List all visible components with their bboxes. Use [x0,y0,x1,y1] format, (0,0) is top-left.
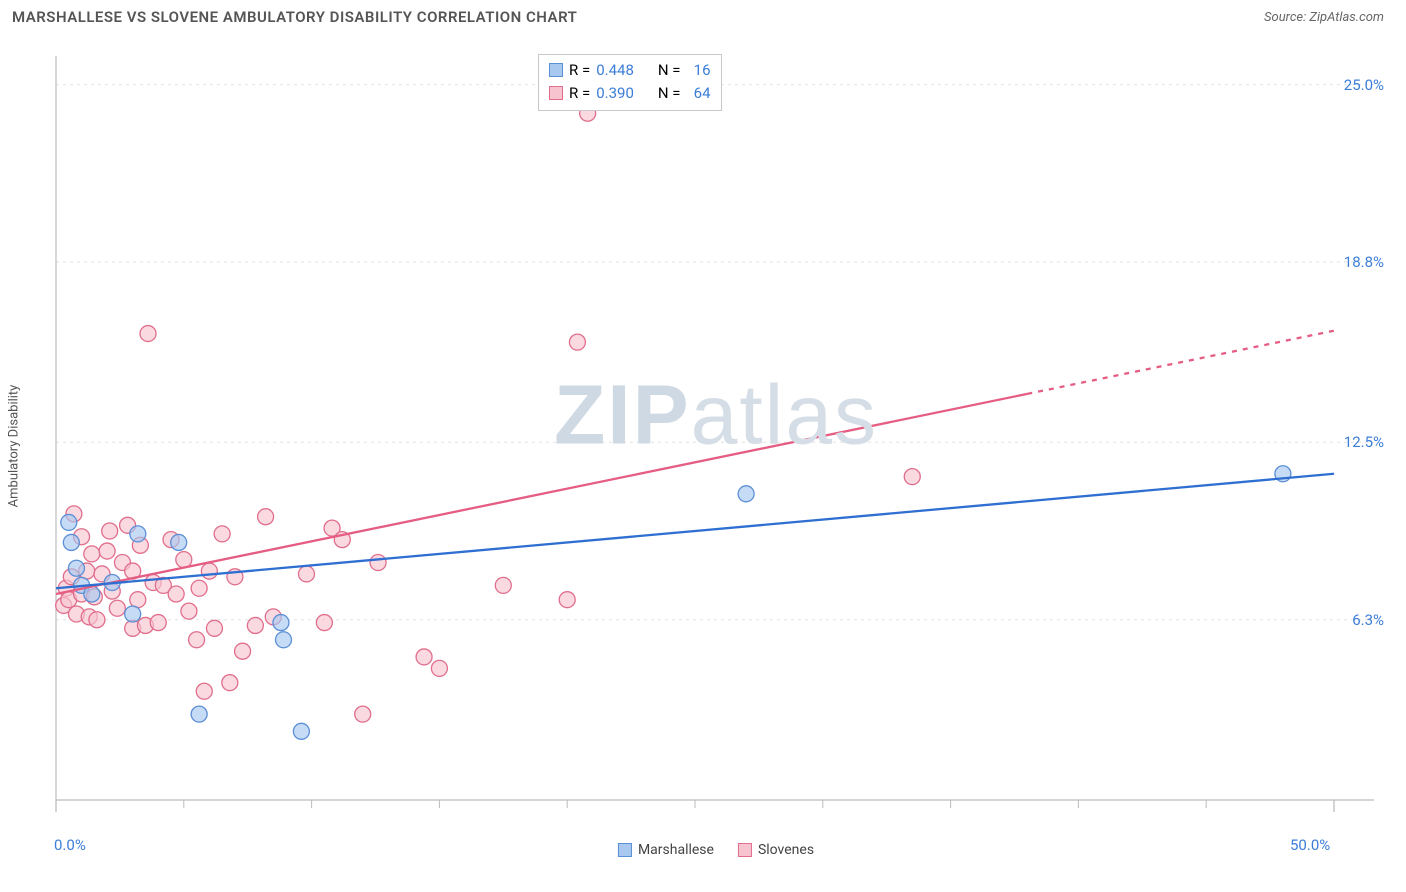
y-axis-label: Ambulatory Disability [7,385,22,508]
source-label: Source: ZipAtlas.com [1264,10,1384,25]
scatter-chart-svg [48,48,1384,828]
series-swatch [549,63,563,77]
y-tick-label: 12.5% [1344,433,1384,451]
y-tick-label: 18.8% [1344,253,1384,271]
legend-swatch [738,843,752,857]
stats-row: R =0.448N =16 [549,59,711,82]
stats-row: R =0.390N =64 [549,82,711,105]
x-tick-label: 50.0% [1290,836,1330,854]
r-value: 0.448 [596,59,634,82]
series-swatch [549,86,563,100]
r-value: 0.390 [596,82,634,105]
legend-label: Marshallese [638,842,714,858]
legend-swatch [618,843,632,857]
y-tick-label: 25.0% [1344,76,1384,94]
legend-label: Slovenes [758,842,814,858]
y-tick-label: 6.3% [1352,611,1384,629]
legend-item: Slovenes [738,842,814,858]
n-value: 16 [687,59,711,82]
x-tick-label: 0.0% [54,836,86,854]
n-value: 64 [687,82,711,105]
chart-title: MARSHALLESE VS SLOVENE AMBULATORY DISABI… [12,8,577,26]
chart-area: ZIPatlas R =0.448N =16R =0.390N =64 6.3%… [48,48,1384,828]
legend: Marshallese Slovenes [618,842,814,858]
stats-box: R =0.448N =16R =0.390N =64 [538,54,722,111]
legend-item: Marshallese [618,842,714,858]
